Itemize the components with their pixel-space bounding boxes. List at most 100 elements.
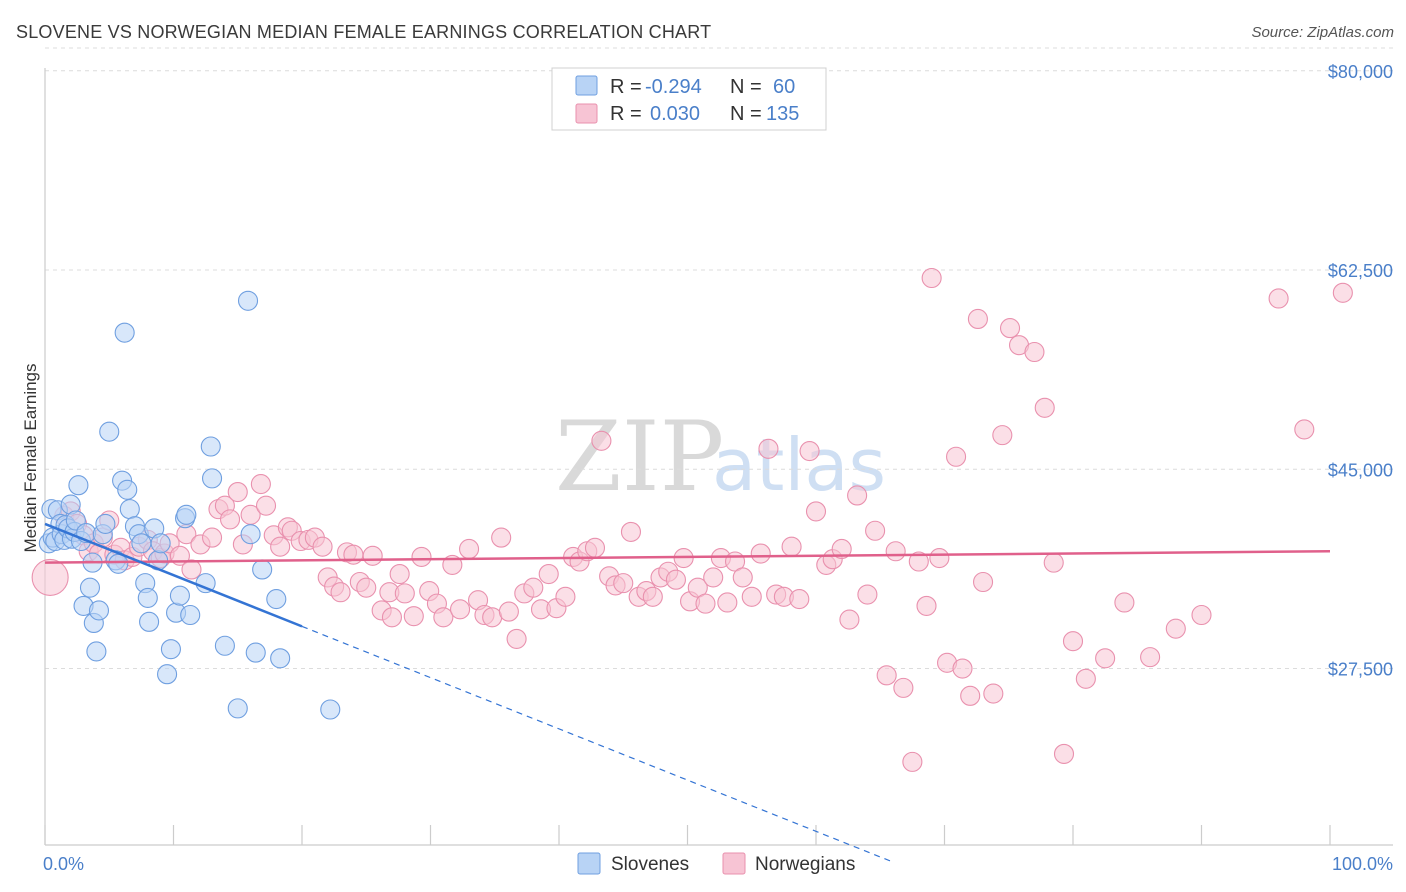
y-tick-labels: $27,500 $45,000 $62,500 $80,000: [1328, 62, 1393, 680]
norwegian-point: [789, 589, 810, 610]
norwegian-point: [270, 536, 291, 557]
legend-r-label-1: R =: [610, 76, 642, 98]
norwegian-point: [389, 563, 410, 585]
norwegians-series-swatch: [722, 852, 746, 875]
norwegian-point: [584, 537, 606, 558]
legend-r-value-2: 0.030: [650, 103, 700, 125]
norwegian-point: [1165, 618, 1186, 639]
series-legend: Slovenes Norwegians: [577, 852, 855, 875]
norwegian-point: [865, 520, 886, 541]
norwegian-point: [999, 318, 1021, 339]
norwegian-point: [847, 485, 868, 506]
norwegians-points: [31, 267, 1353, 772]
norwegian-point: [255, 495, 277, 516]
slovene-point: [68, 475, 89, 496]
legend-n-value-1: 60: [773, 76, 795, 98]
norwegian-point: [695, 593, 716, 614]
norwegian-point: [717, 592, 738, 613]
norwegian-point: [312, 536, 333, 557]
slovene-point: [200, 436, 221, 457]
norwegian-point: [362, 545, 383, 566]
slovene-point: [227, 698, 248, 719]
legend-n-label-2: N =: [730, 103, 762, 125]
norwegian-point: [613, 573, 634, 594]
norwegian-point: [902, 751, 923, 772]
y-tick-label-0: $27,500: [1328, 660, 1393, 680]
norwegian-point: [356, 577, 377, 598]
norwegian-point: [1140, 647, 1161, 668]
slovene-point: [139, 611, 160, 632]
norwegian-point: [1075, 668, 1096, 689]
norwegian-point: [591, 430, 612, 451]
slovene-point: [99, 421, 120, 442]
slovene-point: [320, 699, 341, 720]
x-tick-label-min: 0.0%: [43, 854, 84, 874]
x-axis-ticks: [44, 825, 1331, 845]
slovene-point: [86, 641, 107, 662]
norwegian-point: [411, 546, 432, 567]
slovene-point: [114, 322, 135, 343]
slovene-point: [150, 533, 171, 554]
norwegian-point: [799, 441, 820, 462]
norwegian-point: [967, 308, 988, 330]
slovenes-trend-line: [44, 522, 303, 628]
slovene-point: [214, 635, 235, 656]
norwegian-point: [381, 607, 403, 628]
norwegian-point: [523, 577, 544, 598]
norwegian-point: [946, 446, 967, 467]
norwegian-point: [805, 501, 827, 522]
norwegian-point: [750, 543, 771, 564]
norwegian-point: [1114, 592, 1135, 613]
slovene-point: [270, 648, 291, 669]
slovene-point: [117, 479, 138, 500]
slovene-point: [237, 290, 259, 311]
norwegian-point: [972, 571, 994, 593]
norwegian-point: [394, 583, 415, 604]
slovene-point: [95, 513, 116, 534]
slovenes-points: [38, 290, 341, 720]
slovene-point: [180, 604, 201, 626]
legend-r-value-1: -0.294: [645, 76, 702, 98]
chart-source: Source: ZipAtlas.com: [1251, 24, 1394, 41]
norwegian-point: [330, 582, 351, 603]
norwegian-point: [458, 538, 480, 560]
norwegian-point: [250, 474, 271, 495]
norwegian-point: [857, 584, 878, 605]
slovenes-trend-extension: [301, 625, 894, 863]
norwegian-point: [929, 548, 950, 569]
norwegian-point: [893, 677, 914, 698]
norwegian-point: [506, 628, 527, 649]
slovene-point: [119, 499, 140, 520]
legend-n-value-2: 135: [766, 103, 799, 125]
norwegian-point: [916, 595, 937, 616]
norwegian-point: [31, 558, 69, 596]
stats-legend-box: [551, 67, 827, 131]
y-axis-label: Median Female Earnings: [21, 364, 40, 553]
watermark: ZIP atlas: [555, 401, 886, 513]
legend-n-label-1: N =: [730, 76, 762, 98]
y-tick-label-1: $45,000: [1328, 460, 1393, 480]
slovene-point: [131, 533, 152, 554]
slovene-point: [202, 468, 223, 489]
norwegian-point: [343, 544, 364, 565]
norwegian-point: [433, 607, 454, 628]
slovene-point: [252, 559, 273, 580]
norwegian-point: [555, 586, 576, 607]
norwegian-point: [1062, 631, 1084, 652]
slovenes-series-swatch: [577, 852, 601, 875]
norwegian-point: [839, 609, 860, 630]
norwegian-point: [665, 569, 686, 590]
norwegians-trend-line: [44, 549, 1331, 564]
slovene-point: [240, 524, 261, 545]
norwegian-point: [181, 559, 202, 580]
norwegian-point: [876, 665, 897, 686]
slovene-point: [245, 642, 266, 663]
norwegian-point: [952, 658, 973, 679]
norwegian-point: [921, 267, 942, 289]
norwegian-point: [491, 527, 512, 548]
norwegian-point: [498, 601, 519, 622]
norwegian-point: [960, 685, 981, 706]
trend-lines: [44, 522, 1331, 863]
stats-legend: R = -0.294 N = 60 R = 0.030 N = 135: [551, 67, 827, 131]
slovene-point: [88, 600, 110, 621]
